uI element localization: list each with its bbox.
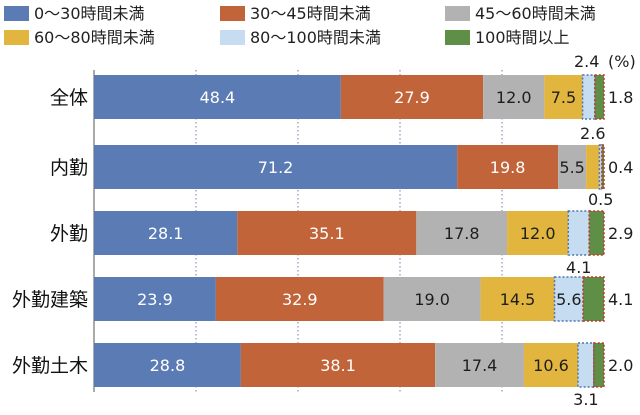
data-label: 0.4	[608, 158, 633, 177]
data-label: 3.1	[573, 390, 598, 409]
bar-segment	[383, 277, 481, 321]
data-label: 10.6	[533, 356, 569, 375]
bar-segment	[240, 343, 436, 387]
data-label: 28.1	[148, 224, 184, 243]
data-label: 5.5	[559, 158, 584, 177]
data-label: 17.4	[462, 356, 498, 375]
bar-segment	[507, 211, 569, 255]
data-label: 5.6	[556, 290, 581, 309]
bar-segment	[480, 277, 555, 321]
bar-segment	[340, 75, 484, 119]
data-label: 38.1	[320, 356, 356, 375]
bar-segment	[237, 211, 417, 255]
category-label: 外勤土木	[12, 355, 88, 377]
bar-segment	[593, 342, 605, 388]
legend-swatch	[220, 6, 245, 21]
bar-segment	[588, 210, 605, 256]
data-label: 4.1	[566, 258, 591, 277]
bar-segment	[94, 343, 241, 387]
data-label: 71.2	[258, 158, 294, 177]
bar-segment	[483, 75, 545, 119]
data-label: 0.5	[588, 190, 613, 209]
bar-segment	[435, 343, 524, 387]
bar-segment	[457, 145, 559, 189]
legend-swatch	[445, 6, 470, 21]
data-label: 12.0	[496, 88, 532, 107]
legend-swatch	[4, 6, 29, 21]
data-label: 4.1	[608, 290, 633, 309]
legend-label: 0～30時間未満	[34, 4, 145, 23]
bar-segment	[601, 144, 605, 190]
data-label: 32.9	[282, 290, 318, 309]
data-label: 19.0	[414, 290, 450, 309]
data-label: 7.5	[551, 88, 576, 107]
data-label: 27.9	[394, 88, 430, 107]
data-label: 14.5	[500, 290, 536, 309]
bar-segment	[594, 74, 605, 120]
legend-label: 100時間以上	[475, 28, 570, 47]
data-label: 2.9	[608, 224, 633, 243]
bars: 48.4 27.9 12.0 7.5 2.4 1.8 71.2 19.8 5.5 2.6 0.5 0.…	[94, 52, 633, 409]
bar-segment	[582, 276, 605, 322]
data-label: 17.8	[444, 224, 480, 243]
data-label: 1.8	[608, 88, 633, 107]
legend: 0～30時間未満 30～45時間未満 45～60時間未満 60～80時間未満 80～10…	[4, 4, 596, 47]
bar-segment	[577, 342, 595, 388]
bar-segment	[598, 144, 603, 190]
bar-segment	[567, 210, 590, 256]
bar-segment	[94, 145, 458, 189]
data-label: 23.9	[137, 290, 173, 309]
legend-label: 45～60時間未満	[475, 4, 596, 23]
bar-segment	[523, 343, 578, 387]
legend-swatch	[4, 30, 29, 45]
data-label: 2.0	[608, 356, 633, 375]
category-label: 全体	[50, 87, 88, 109]
bar-segment	[215, 277, 384, 321]
data-label: 19.8	[490, 158, 526, 177]
category-label: 内勤	[50, 157, 88, 179]
data-label: 2.6	[580, 124, 605, 143]
category-label: 外勤	[50, 223, 88, 245]
category-label: 外勤建築	[12, 289, 88, 311]
data-label: 48.4	[200, 88, 236, 107]
data-label: 12.0	[520, 224, 556, 243]
legend-label: 80～100時間未満	[250, 28, 381, 47]
data-label: 28.8	[150, 356, 186, 375]
legend-label: 30～45時間未満	[250, 4, 371, 23]
legend-label: 60～80時間未満	[34, 28, 155, 47]
bar-segment	[94, 277, 216, 321]
bar-segment	[416, 211, 508, 255]
data-label: 35.1	[309, 224, 345, 243]
data-label: 2.4	[574, 52, 599, 71]
bar-segment	[544, 75, 583, 119]
legend-swatch	[445, 30, 470, 45]
bar-segment	[553, 276, 584, 322]
bar-segment	[94, 75, 341, 119]
unit-label: (%)	[608, 52, 636, 71]
legend-swatch	[220, 30, 245, 45]
bar-segment	[94, 211, 238, 255]
bar-segment	[558, 145, 587, 189]
bar-segment	[581, 74, 596, 120]
bar-segment	[586, 145, 600, 189]
